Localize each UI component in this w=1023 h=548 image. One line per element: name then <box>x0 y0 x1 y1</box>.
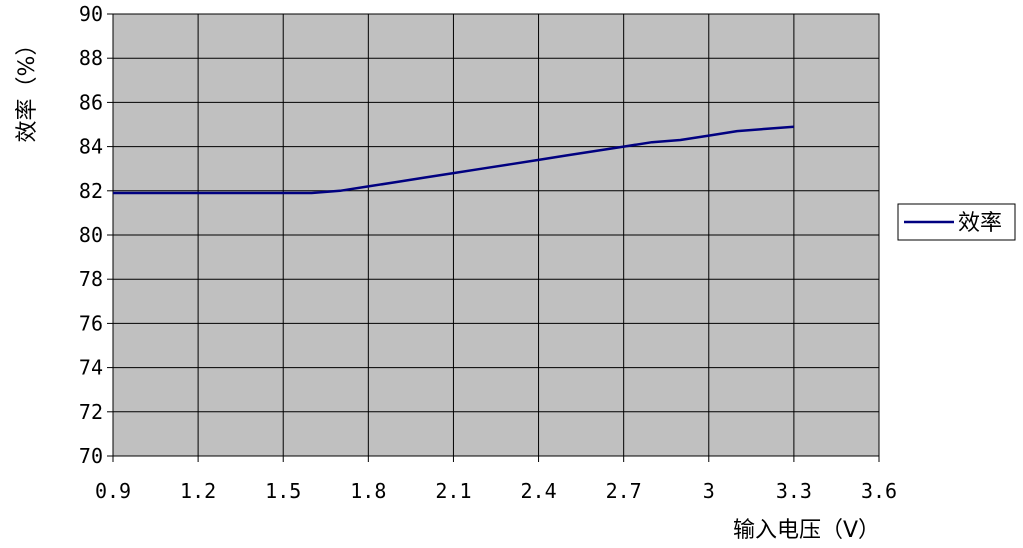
y-tick-label: 74 <box>79 356 103 380</box>
x-tick-label: 1.2 <box>180 479 216 503</box>
grid-lines <box>107 13 880 462</box>
y-tick-label: 88 <box>79 46 103 70</box>
y-tick-label: 90 <box>79 2 103 26</box>
series-line-efficiency <box>113 125 794 195</box>
x-axis-title: 输入电压（V） <box>733 518 880 543</box>
legend-label: 效率 <box>958 211 1002 236</box>
y-tick-label: 82 <box>79 179 103 203</box>
x-tick-label: 1.8 <box>350 479 386 503</box>
x-tick-label: 0.9 <box>95 479 131 503</box>
y-tick-label: 80 <box>79 223 103 247</box>
y-tick-label: 70 <box>79 444 103 468</box>
x-tick-label: 2.4 <box>520 479 556 503</box>
y-tick-labels: 70 72 74 76 78 80 82 84 86 88 90 <box>79 2 103 468</box>
x-tick-label: 3 <box>703 479 715 503</box>
y-tick-label: 76 <box>79 311 103 335</box>
legend: 效率 <box>897 203 1016 241</box>
y-tick-label: 86 <box>79 90 103 114</box>
y-tick-label: 78 <box>79 267 103 291</box>
x-tick-label: 2.1 <box>435 479 471 503</box>
y-axis-title: 效率（%） <box>15 34 40 143</box>
y-tick-label: 84 <box>79 135 103 159</box>
series-layer <box>113 125 794 195</box>
y-tick-label: 72 <box>79 400 103 424</box>
x-tick-labels: 0.9 1.2 1.5 1.8 2.1 2.4 2.7 3 3.3 3.6 <box>95 479 897 503</box>
x-tick-label: 3.6 <box>861 479 897 503</box>
x-tick-label: 3.3 <box>776 479 812 503</box>
x-tick-label: 2.7 <box>606 479 642 503</box>
x-tick-label: 1.5 <box>265 479 301 503</box>
